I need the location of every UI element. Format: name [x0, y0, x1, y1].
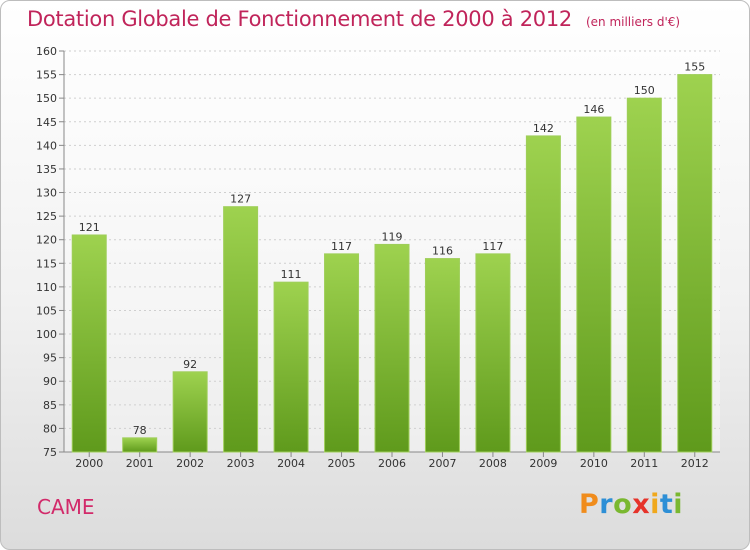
- y-tick-label: 155: [36, 69, 57, 82]
- bar-2001: [122, 437, 158, 453]
- y-tick-label: 140: [36, 139, 57, 152]
- x-tick-label: 2006: [378, 457, 406, 470]
- data-label: 78: [133, 424, 147, 437]
- data-label: 119: [382, 230, 403, 243]
- y-tick-label: 160: [36, 45, 57, 58]
- y-tick-label: 145: [36, 116, 57, 129]
- x-tick-label: 2012: [681, 457, 709, 470]
- y-tick-label: 130: [36, 187, 57, 200]
- y-tick-label: 90: [43, 375, 57, 388]
- bar-2005: [324, 253, 360, 453]
- chart-subtitle: (en milliers d'€): [585, 15, 681, 29]
- x-tick-label: 2009: [529, 457, 557, 470]
- bar-2010: [576, 116, 612, 453]
- x-tick-label: 2002: [176, 457, 204, 470]
- y-tick-label: 120: [36, 234, 57, 247]
- x-tick-label: 2008: [479, 457, 507, 470]
- bar-2003: [223, 206, 259, 453]
- brand-letter: i: [673, 489, 684, 520]
- y-tick-label: 80: [43, 422, 57, 435]
- data-label: 117: [482, 240, 503, 253]
- commune-name: CAME: [37, 495, 95, 519]
- x-tick-label: 2000: [75, 457, 103, 470]
- data-label: 121: [79, 221, 100, 234]
- data-label: 117: [331, 240, 352, 253]
- x-tick-label: 2004: [277, 457, 305, 470]
- y-tick-label: 150: [36, 92, 57, 105]
- bar-2009: [525, 135, 561, 453]
- bar-2007: [424, 258, 460, 453]
- y-tick-label: 135: [36, 163, 57, 176]
- x-tick-label: 2003: [227, 457, 255, 470]
- data-label: 146: [583, 103, 604, 116]
- y-tick-label: 115: [36, 257, 57, 270]
- bar-2000: [71, 234, 107, 453]
- bar-2002: [172, 371, 208, 453]
- data-label: 111: [281, 268, 302, 281]
- brand-logo: Proxiti: [579, 489, 683, 520]
- data-label: 150: [634, 84, 655, 97]
- x-tick-label: 2011: [630, 457, 658, 470]
- brand-letter: x: [632, 489, 651, 520]
- data-label: 127: [230, 193, 251, 206]
- brand-letter: r: [599, 489, 614, 520]
- y-tick-label: 75: [43, 446, 57, 459]
- brand-letter: o: [613, 489, 633, 520]
- x-tick-label: 2007: [428, 457, 456, 470]
- brand-letter: t: [659, 489, 674, 520]
- y-tick-label: 125: [36, 210, 57, 223]
- x-tick-label: 2001: [126, 457, 154, 470]
- chart-title: Dotation Globale de Fonctionnement de 20…: [27, 7, 572, 31]
- data-label: 92: [183, 358, 197, 371]
- y-tick-label: 95: [43, 352, 57, 365]
- data-label: 116: [432, 245, 453, 258]
- bar-2011: [626, 97, 662, 453]
- bar-2004: [273, 281, 309, 453]
- bar-2008: [475, 253, 511, 453]
- x-tick-label: 2010: [580, 457, 608, 470]
- y-tick-label: 100: [36, 328, 57, 341]
- y-tick-label: 85: [43, 399, 57, 412]
- bar-2006: [374, 243, 410, 453]
- y-tick-label: 105: [36, 304, 57, 317]
- title-block: Dotation Globale de Fonctionnement de 20…: [27, 7, 680, 31]
- x-tick-label: 2005: [328, 457, 356, 470]
- data-label: 142: [533, 122, 554, 135]
- bar-2012: [677, 74, 713, 453]
- y-tick-label: 110: [36, 281, 57, 294]
- data-label: 155: [684, 61, 705, 74]
- brand-letter: P: [579, 489, 600, 520]
- brand-letter: i: [650, 489, 660, 520]
